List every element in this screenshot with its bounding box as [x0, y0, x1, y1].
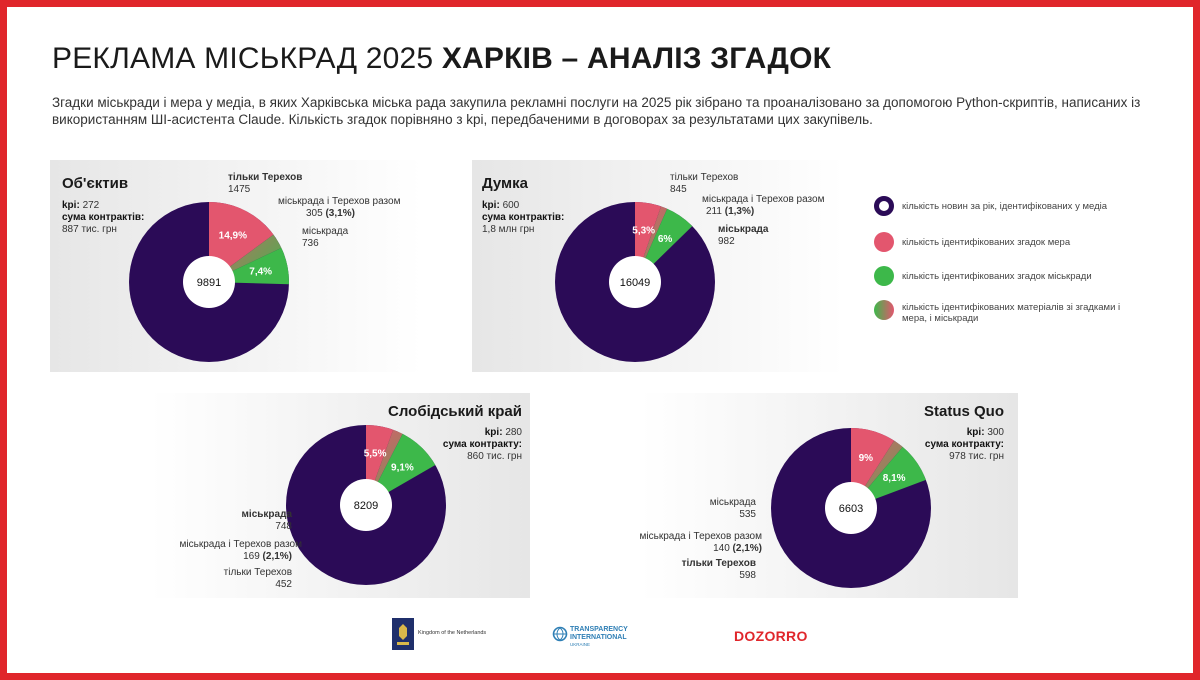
footer-nl-logo: Kingdom of the Netherlands [392, 618, 502, 650]
legend-label: кількість ідентифікованих згадок міськра… [902, 271, 1092, 282]
panel-kpi: kpi: 280 [484, 427, 522, 438]
label-council: міськрада [241, 509, 292, 520]
label-council-value: 535 [739, 509, 756, 520]
pink-dot-icon [874, 232, 894, 252]
panel-contract-value: 1,8 млн грн [482, 224, 535, 235]
label-joint-value: 211 (1,3%) [706, 206, 755, 217]
pct-label-council: 8,1% [883, 473, 906, 484]
legend-label: кількість новин за рік, ідентифікованих … [902, 201, 1108, 212]
label-joint: міськрада і Терехов разом [179, 539, 302, 550]
ti-line1: TRANSPARENCY [570, 626, 628, 633]
legend-item-total: кількість новин за рік, ідентифікованих … [874, 196, 1134, 230]
ti-line2: INTERNATIONAL [570, 634, 627, 641]
label-council-value: 736 [302, 238, 319, 249]
label-mayor: тільки Терехов [228, 172, 303, 183]
label-council: міськрада [709, 497, 756, 508]
ti-globe-icon [552, 626, 568, 642]
label-council: міськрада [302, 226, 349, 237]
pct-label-mayor: 5,3% [632, 225, 655, 236]
legend-item-joint: кількість ідентифікованих матеріалів зі … [874, 300, 1134, 334]
panel-slobidskyi-krai: 8209 5,5% 9,1% Слобідський край kpi: 280 с… [150, 393, 530, 598]
total-label: 16049 [620, 277, 651, 289]
chart-status-quo: 6603 9% 8,1% [640, 393, 1018, 598]
donut-hole [825, 482, 877, 534]
legend-item-mayor: кількість ідентифікованих згадок мера [874, 232, 1134, 266]
total-label: 6603 [839, 503, 863, 515]
donut-hole [340, 479, 392, 531]
label-joint-value: 140 (2,1%) [713, 543, 762, 554]
label-joint: міськрада і Терехов разом [639, 531, 762, 542]
panel-name: Об'єктив [62, 175, 129, 192]
panel-kpi: kpi: 600 [482, 200, 520, 211]
label-joint-value: 169 (2,1%) [243, 551, 292, 562]
footer-dozorro-logo: DOZORRO [734, 618, 814, 650]
panel-contract: сума контрактів: [62, 212, 145, 223]
total-label: 8209 [354, 500, 378, 512]
title-light: РЕКЛАМА МІСЬКРАД 2025 [52, 42, 434, 75]
chart-obiektyv: 9891 14,9% 7,4% [50, 160, 422, 372]
label-joint: міськрада і Терехов разом [702, 194, 825, 205]
panel-name: Думка [482, 175, 528, 192]
pct-label-council: 6% [658, 234, 673, 245]
pct-label-mayor: 9% [859, 453, 874, 464]
panel-contract: сума контракту: [924, 439, 1004, 450]
total-label: 9891 [197, 277, 221, 289]
legend-label: кількість ідентифікованих матеріалів зі … [902, 302, 1121, 324]
chart-slobidskyi-krai: 8209 5,5% 9,1% [150, 393, 530, 598]
label-joint: міськрада і Терехов разом [278, 196, 401, 207]
ring-icon [874, 196, 894, 216]
label-council: міськрада [718, 224, 769, 235]
nl-text: Kingdom of the Netherlands [418, 630, 487, 636]
legend-item-council: кількість ідентифікованих згадок міськра… [874, 266, 1134, 300]
panel-name: Status Quo [923, 403, 1004, 420]
panel-dumka: 16049 5,3% 6% Думка kpi: 600 сума контракт… [472, 160, 844, 372]
chart-dumka: 16049 5,3%6% [472, 160, 844, 372]
pct-label-mayor: 5,5% [364, 448, 387, 459]
panel-kpi: kpi: 300 [966, 427, 1004, 438]
panel-contract: сума контрактів: [482, 212, 565, 223]
netherlands-coat-icon [392, 618, 414, 650]
panel-contract-value: 887 тис. грн [62, 224, 117, 235]
legend-label: кількість ідентифікованих згадок мера [902, 237, 1071, 248]
label-mayor-value: 1475 [228, 184, 251, 195]
panel-kpi: kpi: 272 [62, 200, 100, 211]
ti-line3: UKRAINE [570, 642, 591, 647]
label-council-value: 748 [275, 521, 292, 532]
panel-contract-value: 978 тис. грн [949, 451, 1004, 462]
gradient-dot-icon [874, 300, 894, 320]
panel-contract-value: 860 тис. грн [467, 451, 522, 462]
pct-label-council: 7,4% [249, 267, 272, 278]
dozorro-text: DOZORRO [734, 628, 808, 644]
footer-ti-logo: TRANSPARENCY INTERNATIONAL UKRAINE [552, 618, 642, 650]
label-mayor-value: 598 [739, 570, 756, 581]
page-subtitle: Згадки міськради і мера у медіа, в яких … [52, 95, 1141, 127]
label-joint-value: 305 (3,1%) [306, 208, 355, 219]
panel-name: Слобідський край [388, 403, 522, 420]
label-mayor-value: 452 [275, 579, 292, 590]
panel-contract: сума контракту: [442, 439, 522, 450]
pct-label-mayor: 14,9% [219, 230, 247, 241]
page-title: РЕКЛАМА МІСЬКРАД 2025 ХАРКІВ – АНАЛІЗ ЗГ… [52, 42, 831, 76]
pct-label-council: 9,1% [391, 462, 414, 473]
green-dot-icon [874, 266, 894, 286]
donut-hole [609, 256, 661, 308]
panel-status-quo: 6603 9% 8,1% Status Quo kpi: 300 сума конт… [640, 393, 1018, 598]
label-mayor-value: 845 [670, 184, 687, 195]
label-mayor: тільки Терехов [670, 172, 739, 183]
label-mayor: тільки Терехов [223, 567, 292, 578]
donut-hole [183, 256, 235, 308]
title-bold: ХАРКІВ – АНАЛІЗ ЗГАДОК [441, 42, 832, 75]
panel-obiektyv: 9891 14,9% 7,4% Об'єктив kpi: 272 сума кон… [50, 160, 422, 372]
label-council-value: 982 [718, 236, 735, 247]
label-mayor: тільки Терехов [681, 558, 756, 569]
